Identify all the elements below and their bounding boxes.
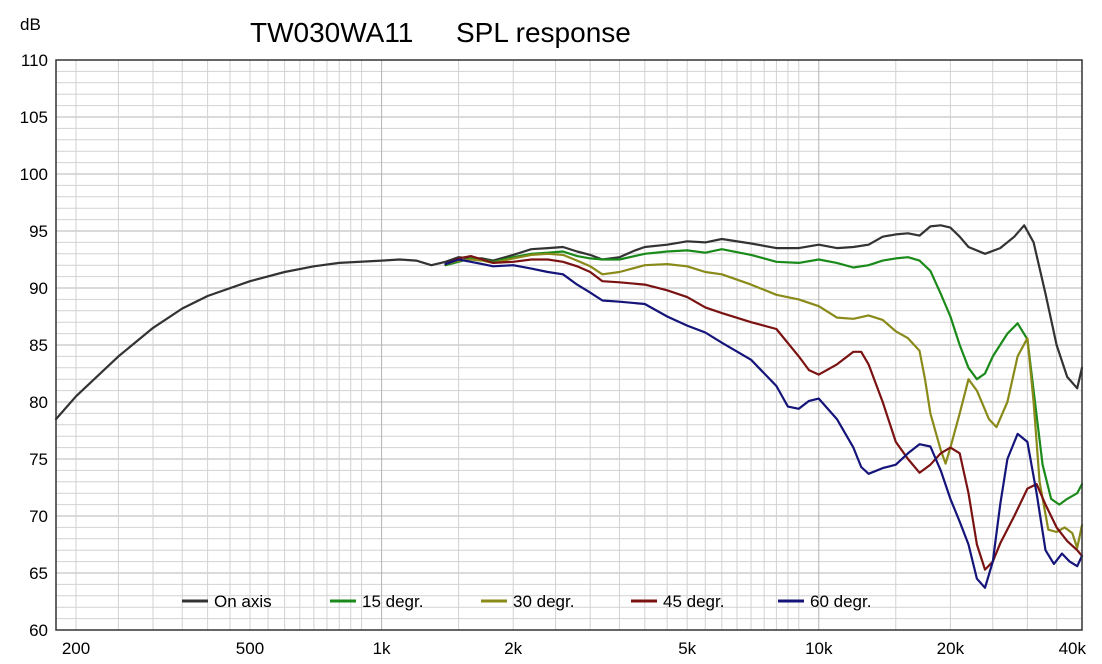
plot-frame (55, 59, 1083, 631)
x-tick-label: 1k (373, 639, 391, 658)
series-line-2 (444, 252, 1084, 549)
y-tick-label: 100 (20, 165, 48, 184)
legend-label: 15 degr. (362, 592, 423, 611)
y-tick-label: 90 (29, 279, 48, 298)
series-line-3 (444, 255, 1084, 571)
series-line-4 (444, 258, 1084, 589)
x-tick-label: 10k (805, 639, 833, 658)
x-tick-label: 5k (678, 639, 696, 658)
x-tick-label: 20k (937, 639, 965, 658)
legend-label: 60 degr. (810, 592, 871, 611)
legend-label: 45 degr. (663, 592, 724, 611)
y-tick-label: 75 (29, 450, 48, 469)
chart-subtitle: SPL response (456, 17, 631, 48)
x-tick-labels: 200 500 1k 2k 5k 10k 20k 40k (62, 639, 1087, 658)
series-line-1 (444, 248, 1084, 506)
y-tick-label: 80 (29, 393, 48, 412)
legend-label: On axis (214, 592, 272, 611)
y-tick-labels: 60 65 70 75 80 85 90 95 100 105 110 (20, 51, 48, 640)
x-tick-label: 200 (62, 639, 90, 658)
legend: On axis 15 degr. 30 degr. 45 degr. 60 degr. (182, 592, 871, 611)
y-tick-label: 60 (29, 621, 48, 640)
x-tick-label: 40k (1059, 639, 1087, 658)
y-tick-label: 110 (21, 51, 48, 70)
y-tick-label: 70 (29, 507, 48, 526)
y-axis-unit-label: dB (20, 15, 41, 34)
y-tick-label: 105 (20, 108, 48, 127)
y-tick-label: 65 (29, 564, 48, 583)
x-tick-label: 500 (236, 639, 264, 658)
series-line-0 (54, 224, 1084, 421)
y-tick-label: 85 (29, 336, 48, 355)
series-group (54, 224, 1084, 589)
grid (56, 59, 1083, 631)
x-tick-label: 2k (504, 639, 522, 658)
y-tick-label: 95 (29, 222, 48, 241)
legend-label: 30 degr. (513, 592, 574, 611)
chart-title: TW030WA11 (250, 17, 413, 48)
